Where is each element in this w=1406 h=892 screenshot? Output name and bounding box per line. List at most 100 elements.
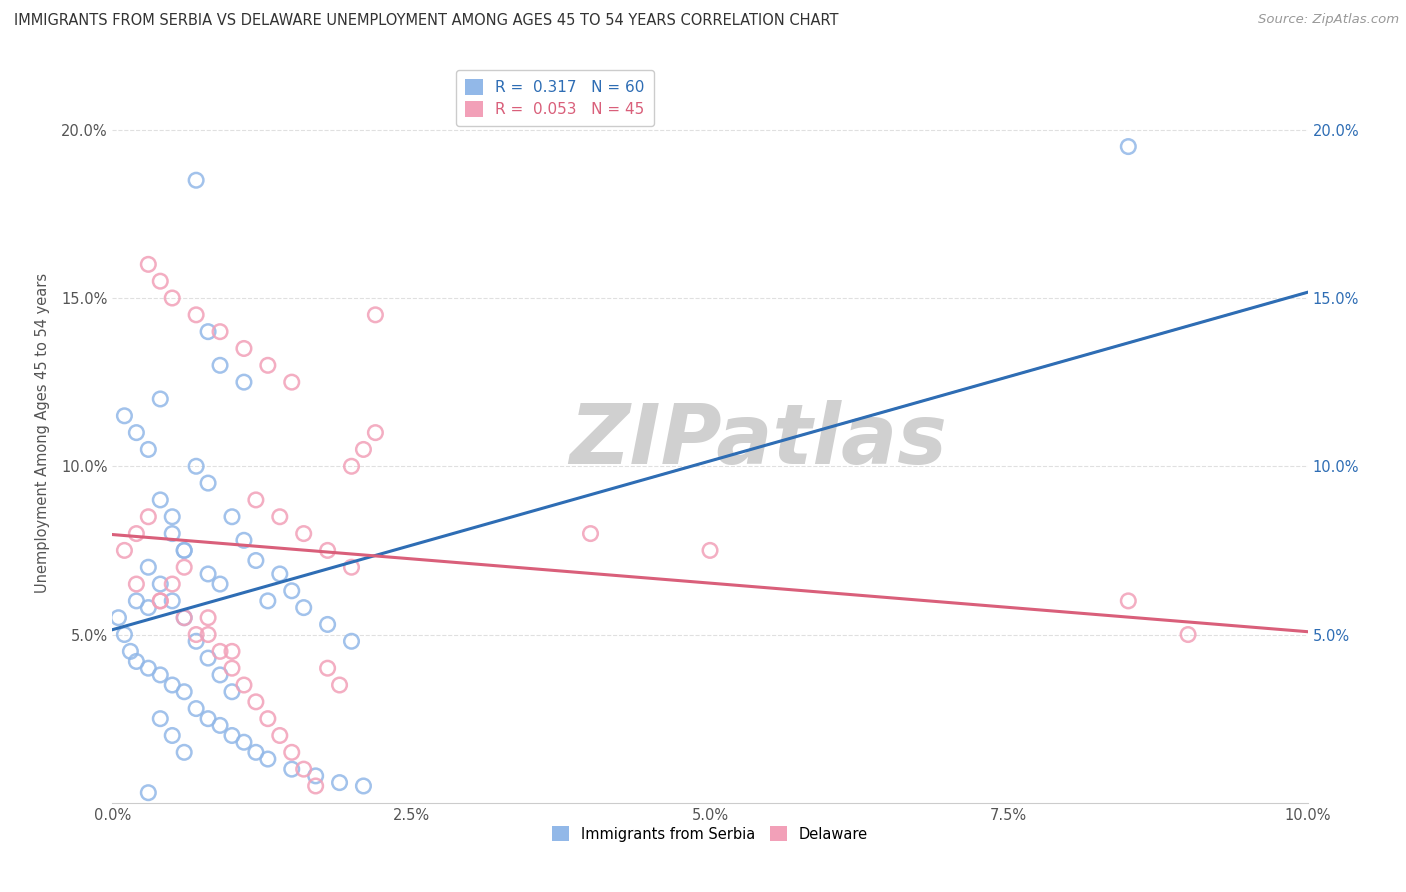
Point (197, 566, 219, 581)
Point (292, 526, 315, 541)
Point (245, 745, 267, 759)
Point (209, 325, 232, 339)
Point (209, 668, 232, 682)
Point (221, 644, 243, 658)
Point (233, 375, 256, 389)
Point (125, 577, 148, 591)
Point (186, 701, 208, 715)
Point (292, 600, 315, 615)
Point (162, 594, 183, 608)
Point (162, 291, 183, 305)
Y-axis label: Unemployment Among Ages 45 to 54 years: Unemployment Among Ages 45 to 54 years (35, 273, 49, 592)
Point (149, 492, 172, 507)
Point (138, 257, 160, 271)
Point (233, 735, 256, 749)
Point (233, 342, 256, 356)
Point (149, 668, 172, 682)
Legend: Immigrants from Serbia, Delaware: Immigrants from Serbia, Delaware (546, 821, 875, 847)
Point (125, 655, 148, 669)
Point (221, 509, 243, 524)
Point (138, 560, 160, 574)
Point (125, 526, 148, 541)
Point (125, 594, 148, 608)
Point (114, 627, 135, 641)
Point (138, 442, 160, 457)
Point (186, 634, 208, 648)
Point (281, 762, 304, 776)
Point (221, 661, 243, 675)
Point (173, 610, 195, 624)
Point (257, 359, 280, 373)
Point (173, 543, 195, 558)
Point (125, 425, 148, 440)
Point (353, 779, 375, 793)
Point (149, 594, 172, 608)
Point (138, 661, 160, 675)
Point (1177, 627, 1199, 641)
Point (149, 392, 172, 406)
Point (364, 425, 387, 440)
Point (281, 375, 304, 389)
Point (138, 600, 160, 615)
Point (149, 274, 172, 288)
Point (209, 718, 232, 732)
Point (149, 594, 172, 608)
Point (245, 695, 267, 709)
Point (149, 577, 172, 591)
Point (245, 553, 267, 567)
Point (292, 762, 315, 776)
Point (197, 712, 219, 726)
Point (162, 526, 183, 541)
Point (173, 610, 195, 624)
Point (233, 678, 256, 692)
Point (305, 779, 328, 793)
Point (138, 509, 160, 524)
Point (197, 651, 219, 665)
Point (162, 729, 183, 743)
Point (269, 566, 291, 581)
Point (173, 745, 195, 759)
Point (162, 509, 183, 524)
Point (209, 359, 232, 373)
Point (114, 409, 135, 423)
Point (107, 610, 129, 624)
Point (197, 627, 219, 641)
Point (245, 492, 267, 507)
Point (138, 786, 160, 800)
Point (329, 775, 352, 789)
Text: Source: ZipAtlas.com: Source: ZipAtlas.com (1258, 13, 1399, 27)
Text: ZIPatlas: ZIPatlas (569, 400, 946, 481)
Point (209, 644, 232, 658)
Point (197, 325, 219, 339)
Point (221, 685, 243, 699)
Point (209, 577, 232, 591)
Point (1118, 139, 1140, 153)
Point (186, 173, 208, 187)
Point (162, 678, 183, 692)
Point (269, 729, 291, 743)
Text: IMMIGRANTS FROM SERBIA VS DELAWARE UNEMPLOYMENT AMONG AGES 45 TO 54 YEARS CORREL: IMMIGRANTS FROM SERBIA VS DELAWARE UNEMP… (14, 13, 838, 29)
Point (173, 685, 195, 699)
Point (197, 476, 219, 491)
Point (281, 583, 304, 598)
Point (173, 560, 195, 574)
Point (257, 594, 280, 608)
Point (233, 533, 256, 548)
Point (149, 712, 172, 726)
Point (257, 712, 280, 726)
Point (186, 627, 208, 641)
Point (1118, 594, 1140, 608)
Point (114, 543, 135, 558)
Point (340, 634, 363, 648)
Point (186, 308, 208, 322)
Point (340, 560, 363, 574)
Point (269, 509, 291, 524)
Point (120, 644, 142, 658)
Point (162, 577, 183, 591)
Point (579, 526, 602, 541)
Point (173, 543, 195, 558)
Point (329, 678, 352, 692)
Point (221, 729, 243, 743)
Point (281, 745, 304, 759)
Point (340, 459, 363, 474)
